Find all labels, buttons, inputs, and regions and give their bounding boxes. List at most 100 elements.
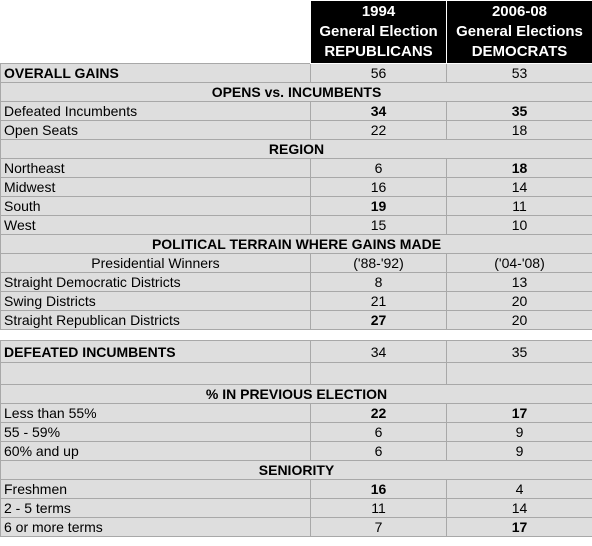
- data-row: Northeast 6 18: [0, 158, 592, 178]
- row-label: Presidential Winners: [0, 253, 311, 273]
- row-label: 2 - 5 terms: [0, 498, 311, 518]
- cell: 11: [446, 196, 592, 216]
- row-label: 6 or more terms: [0, 517, 311, 537]
- empty-cell: [446, 362, 592, 385]
- column-header: 1994 General Election REPUBLICANS: [310, 0, 447, 64]
- section-row: POLITICAL TERRAIN WHERE GAINS MADE: [0, 234, 592, 254]
- section-title: SENIORITY: [0, 460, 592, 480]
- section-title: % IN PREVIOUS ELECTION: [0, 384, 592, 404]
- row-label: 60% and up: [0, 441, 311, 461]
- cell: 15: [310, 215, 447, 235]
- cell: 4: [446, 479, 592, 499]
- cell: 10: [446, 215, 592, 235]
- data-row: Open Seats 22 18: [0, 120, 592, 140]
- party: DEMOCRATS: [471, 43, 568, 60]
- cell: 21: [310, 291, 447, 311]
- cell: 14: [446, 498, 592, 518]
- cell: 56: [310, 63, 447, 83]
- data-row: 2 - 5 terms 11 14: [0, 498, 592, 518]
- row-label: Less than 55%: [0, 403, 311, 423]
- empty-row: [0, 362, 592, 385]
- row-label: South: [0, 196, 311, 216]
- row-label: 55 - 59%: [0, 422, 311, 442]
- cell: 16: [310, 177, 447, 197]
- section-title: POLITICAL TERRAIN WHERE GAINS MADE: [0, 234, 592, 254]
- cell: 6: [310, 441, 447, 461]
- data-row: Defeated Incumbents 34 35: [0, 101, 592, 121]
- empty-cell: [310, 362, 447, 385]
- corner: [0, 0, 311, 64]
- spacer: [0, 329, 592, 341]
- cell: 16: [310, 479, 447, 499]
- cell: 13: [446, 272, 592, 292]
- section-row: % IN PREVIOUS ELECTION: [0, 384, 592, 404]
- row-label: West: [0, 215, 311, 235]
- cell: 19: [310, 196, 447, 216]
- table-body: OVERALL GAINS 56 53 OPENS vs. INCUMBENTS Def…: [0, 63, 592, 537]
- cell: ('88-'92): [310, 253, 447, 273]
- cell: 34: [310, 101, 447, 121]
- cell: 7: [310, 517, 447, 537]
- section-row: OPENS vs. INCUMBENTS: [0, 82, 592, 102]
- cell: 35: [446, 340, 592, 363]
- data-row: Straight Democratic Districts 8 13: [0, 272, 592, 292]
- cell: 14: [446, 177, 592, 197]
- data-row: 60% and up 6 9: [0, 441, 592, 461]
- row-label: Defeated Incumbents: [0, 101, 311, 121]
- row-label: Freshmen: [0, 479, 311, 499]
- data-row: South 19 11: [0, 196, 592, 216]
- data-row: Freshmen 16 4: [0, 479, 592, 499]
- cell: 27: [310, 310, 447, 330]
- cell: 34: [310, 340, 447, 363]
- empty-cell: [0, 362, 311, 385]
- year: 2006-08: [491, 3, 548, 20]
- spacer-row: [0, 329, 592, 341]
- cell: 18: [446, 120, 592, 140]
- section-row: SENIORITY: [0, 460, 592, 480]
- row-label: Straight Republican Districts: [0, 310, 311, 330]
- row-label: Open Seats: [0, 120, 311, 140]
- cell: ('04-'08): [446, 253, 592, 273]
- cell: 53: [446, 63, 592, 83]
- section-row: REGION: [0, 139, 592, 159]
- cell: 17: [446, 403, 592, 423]
- row-label: Swing Districts: [0, 291, 311, 311]
- cell: 17: [446, 517, 592, 537]
- section-title: REGION: [0, 139, 592, 159]
- cell: 6: [310, 158, 447, 178]
- party: REPUBLICANS: [324, 43, 433, 60]
- cell: 6: [310, 422, 447, 442]
- cell: 9: [446, 441, 592, 461]
- subtitle: General Election: [319, 23, 438, 40]
- cell: 11: [310, 498, 447, 518]
- row-label: OVERALL GAINS: [0, 63, 311, 83]
- cell: 18: [446, 158, 592, 178]
- data-row: Straight Republican Districts 27 20: [0, 310, 592, 330]
- data-row: 6 or more terms 7 17: [0, 517, 592, 537]
- data-row: Midwest 16 14: [0, 177, 592, 197]
- cell: 8: [310, 272, 447, 292]
- data-row: Less than 55% 22 17: [0, 403, 592, 423]
- cell: 20: [446, 291, 592, 311]
- row-label: DEFEATED INCUMBENTS: [0, 340, 311, 363]
- cell: 22: [310, 120, 447, 140]
- data-row: 55 - 59% 6 9: [0, 422, 592, 442]
- row-label: Straight Democratic Districts: [0, 272, 311, 292]
- subtitle: General Elections: [456, 23, 583, 40]
- data-row: OVERALL GAINS 56 53: [0, 63, 592, 83]
- header-row: 1994 General Election REPUBLICANS 2006-08 G…: [0, 0, 592, 64]
- section-title: OPENS vs. INCUMBENTS: [0, 82, 592, 102]
- year: 1994: [361, 3, 396, 20]
- column-header: 2006-08 General Elections DEMOCRATS: [446, 0, 592, 64]
- cell: 35: [446, 101, 592, 121]
- row-label: Northeast: [0, 158, 311, 178]
- row-label: Midwest: [0, 177, 311, 197]
- data-row: Swing Districts 21 20: [0, 291, 592, 311]
- cell: 22: [310, 403, 447, 423]
- data-row: DEFEATED INCUMBENTS 34 35: [0, 340, 592, 363]
- cell: 9: [446, 422, 592, 442]
- data-row: West 15 10: [0, 215, 592, 235]
- cell: 20: [446, 310, 592, 330]
- data-row: Presidential Winners ('88-'92) ('04-'08): [0, 253, 592, 273]
